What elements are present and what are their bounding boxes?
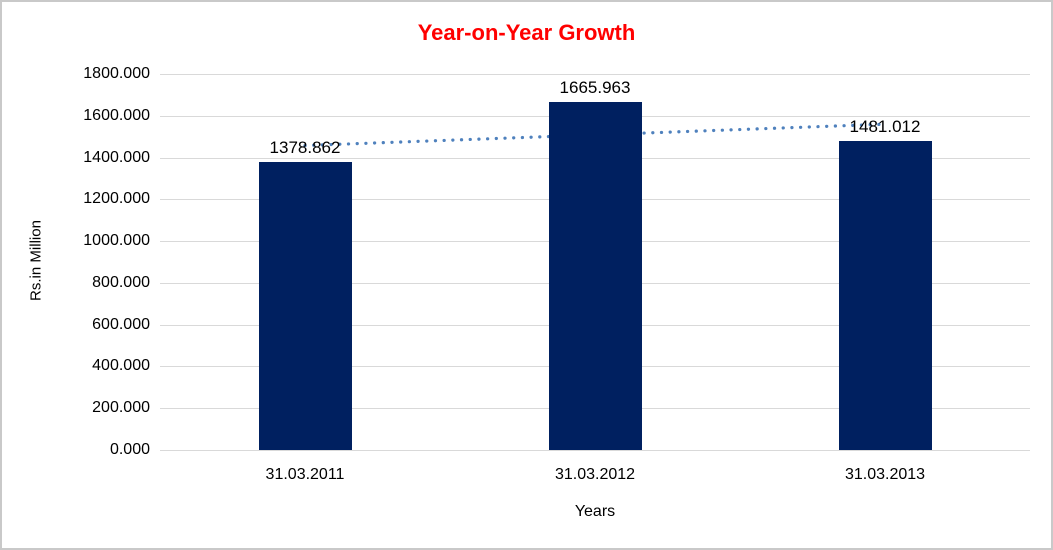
bar-31.03.2012 [548, 101, 642, 450]
y-tick-label: 400.000 [92, 357, 150, 375]
y-tick-label: 200.000 [92, 399, 150, 417]
y-tick-label: 1000.000 [83, 232, 150, 250]
gridline [160, 74, 1030, 75]
bar-value-label: 1481.012 [849, 116, 921, 136]
x-tick-label: 31.03.2012 [554, 466, 636, 483]
y-tick-label: 1200.000 [83, 190, 150, 208]
y-tick-label: 1800.000 [83, 65, 150, 82]
x-tick-label: 31.03.2013 [844, 466, 926, 483]
chart-title: Year-on-Year Growth [417, 20, 636, 45]
y-tick-label: 1600.000 [83, 106, 150, 124]
y-tick-label: 0.000 [109, 441, 150, 458]
y-tick-label: 600.000 [92, 315, 150, 333]
y-tick-label: 1400.000 [83, 148, 150, 166]
x-axis-title: Years [574, 503, 616, 520]
y-tick-label: 800.000 [92, 273, 150, 291]
x-tick-label: 31.03.2011 [265, 466, 345, 483]
trendline [303, 122, 887, 148]
gridline [160, 450, 1030, 451]
y-axis-title: Rs.in Million [27, 220, 45, 301]
bar-value-label: 1665.963 [559, 77, 631, 97]
bar-31.03.2013 [838, 140, 932, 450]
bar-value-label: 1378.862 [269, 137, 341, 157]
bar-31.03.2011 [258, 161, 352, 450]
